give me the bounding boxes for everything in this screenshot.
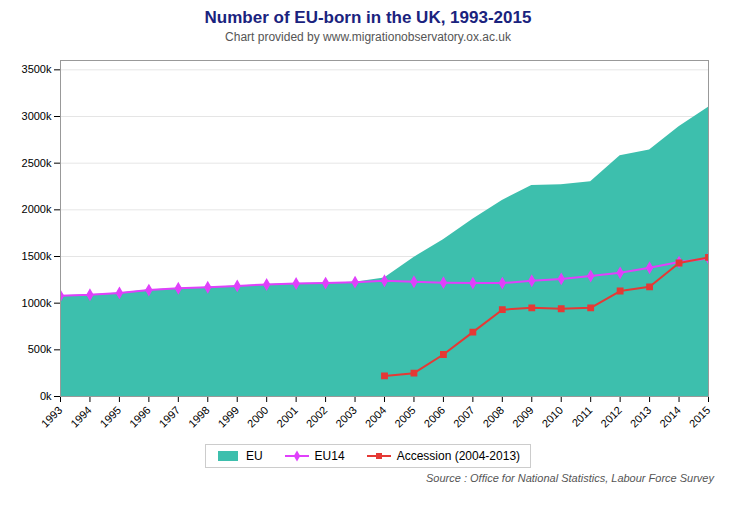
svg-text:3000k: 3000k	[22, 110, 52, 122]
svg-text:2012: 2012	[598, 404, 624, 430]
html-text:EU14: EU14	[314, 449, 345, 463]
svg-text:2001: 2001	[274, 404, 300, 430]
svg-text:2006: 2006	[422, 404, 448, 430]
svg-text:2013: 2013	[628, 404, 654, 430]
svg-text:1993: 1993	[39, 404, 65, 430]
html-text:Source : Office for National S: Source : Office for National Statistics,…	[426, 472, 714, 484]
svg-text:500k: 500k	[28, 343, 52, 355]
svg-text:0k: 0k	[40, 390, 52, 402]
svg-text:2500k: 2500k	[22, 157, 52, 169]
svg-text:2011: 2011	[569, 404, 594, 429]
svg-text:2000k: 2000k	[22, 203, 52, 215]
svg-text:1995: 1995	[98, 404, 124, 430]
svg-text:3500k: 3500k	[22, 63, 52, 75]
svg-text:2015: 2015	[687, 404, 713, 430]
html-text:Accession (2004-2013): Accession (2004-2013)	[396, 449, 520, 463]
svg-text:2008: 2008	[480, 404, 506, 430]
svg-text:2005: 2005	[392, 404, 418, 430]
html-text:Chart provided by www.migratio: Chart provided by www.migrationobservato…	[225, 30, 511, 44]
svg-text:2004: 2004	[363, 404, 389, 430]
svg-text:2009: 2009	[510, 404, 536, 430]
html-text:EU: EU	[245, 449, 263, 463]
svg-text:1500k: 1500k	[22, 250, 52, 262]
html-text:Number of EU-born in the UK, 1: Number of EU-born in the UK, 1993-2015	[204, 8, 532, 27]
svg-text:2010: 2010	[539, 404, 565, 430]
svg-text:2003: 2003	[333, 404, 359, 430]
svg-text:2000: 2000	[245, 404, 271, 430]
svg-text:2002: 2002	[304, 404, 330, 430]
svg-text:1998: 1998	[186, 404, 212, 430]
svg-text:1997: 1997	[156, 404, 182, 430]
svg-text:1999: 1999	[215, 404, 241, 430]
svg-text:1000k: 1000k	[22, 297, 52, 309]
svg-text:1996: 1996	[127, 404, 153, 430]
svg-text:1994: 1994	[68, 404, 94, 430]
svg-text:2007: 2007	[451, 404, 477, 430]
svg-text:2014: 2014	[657, 404, 683, 430]
